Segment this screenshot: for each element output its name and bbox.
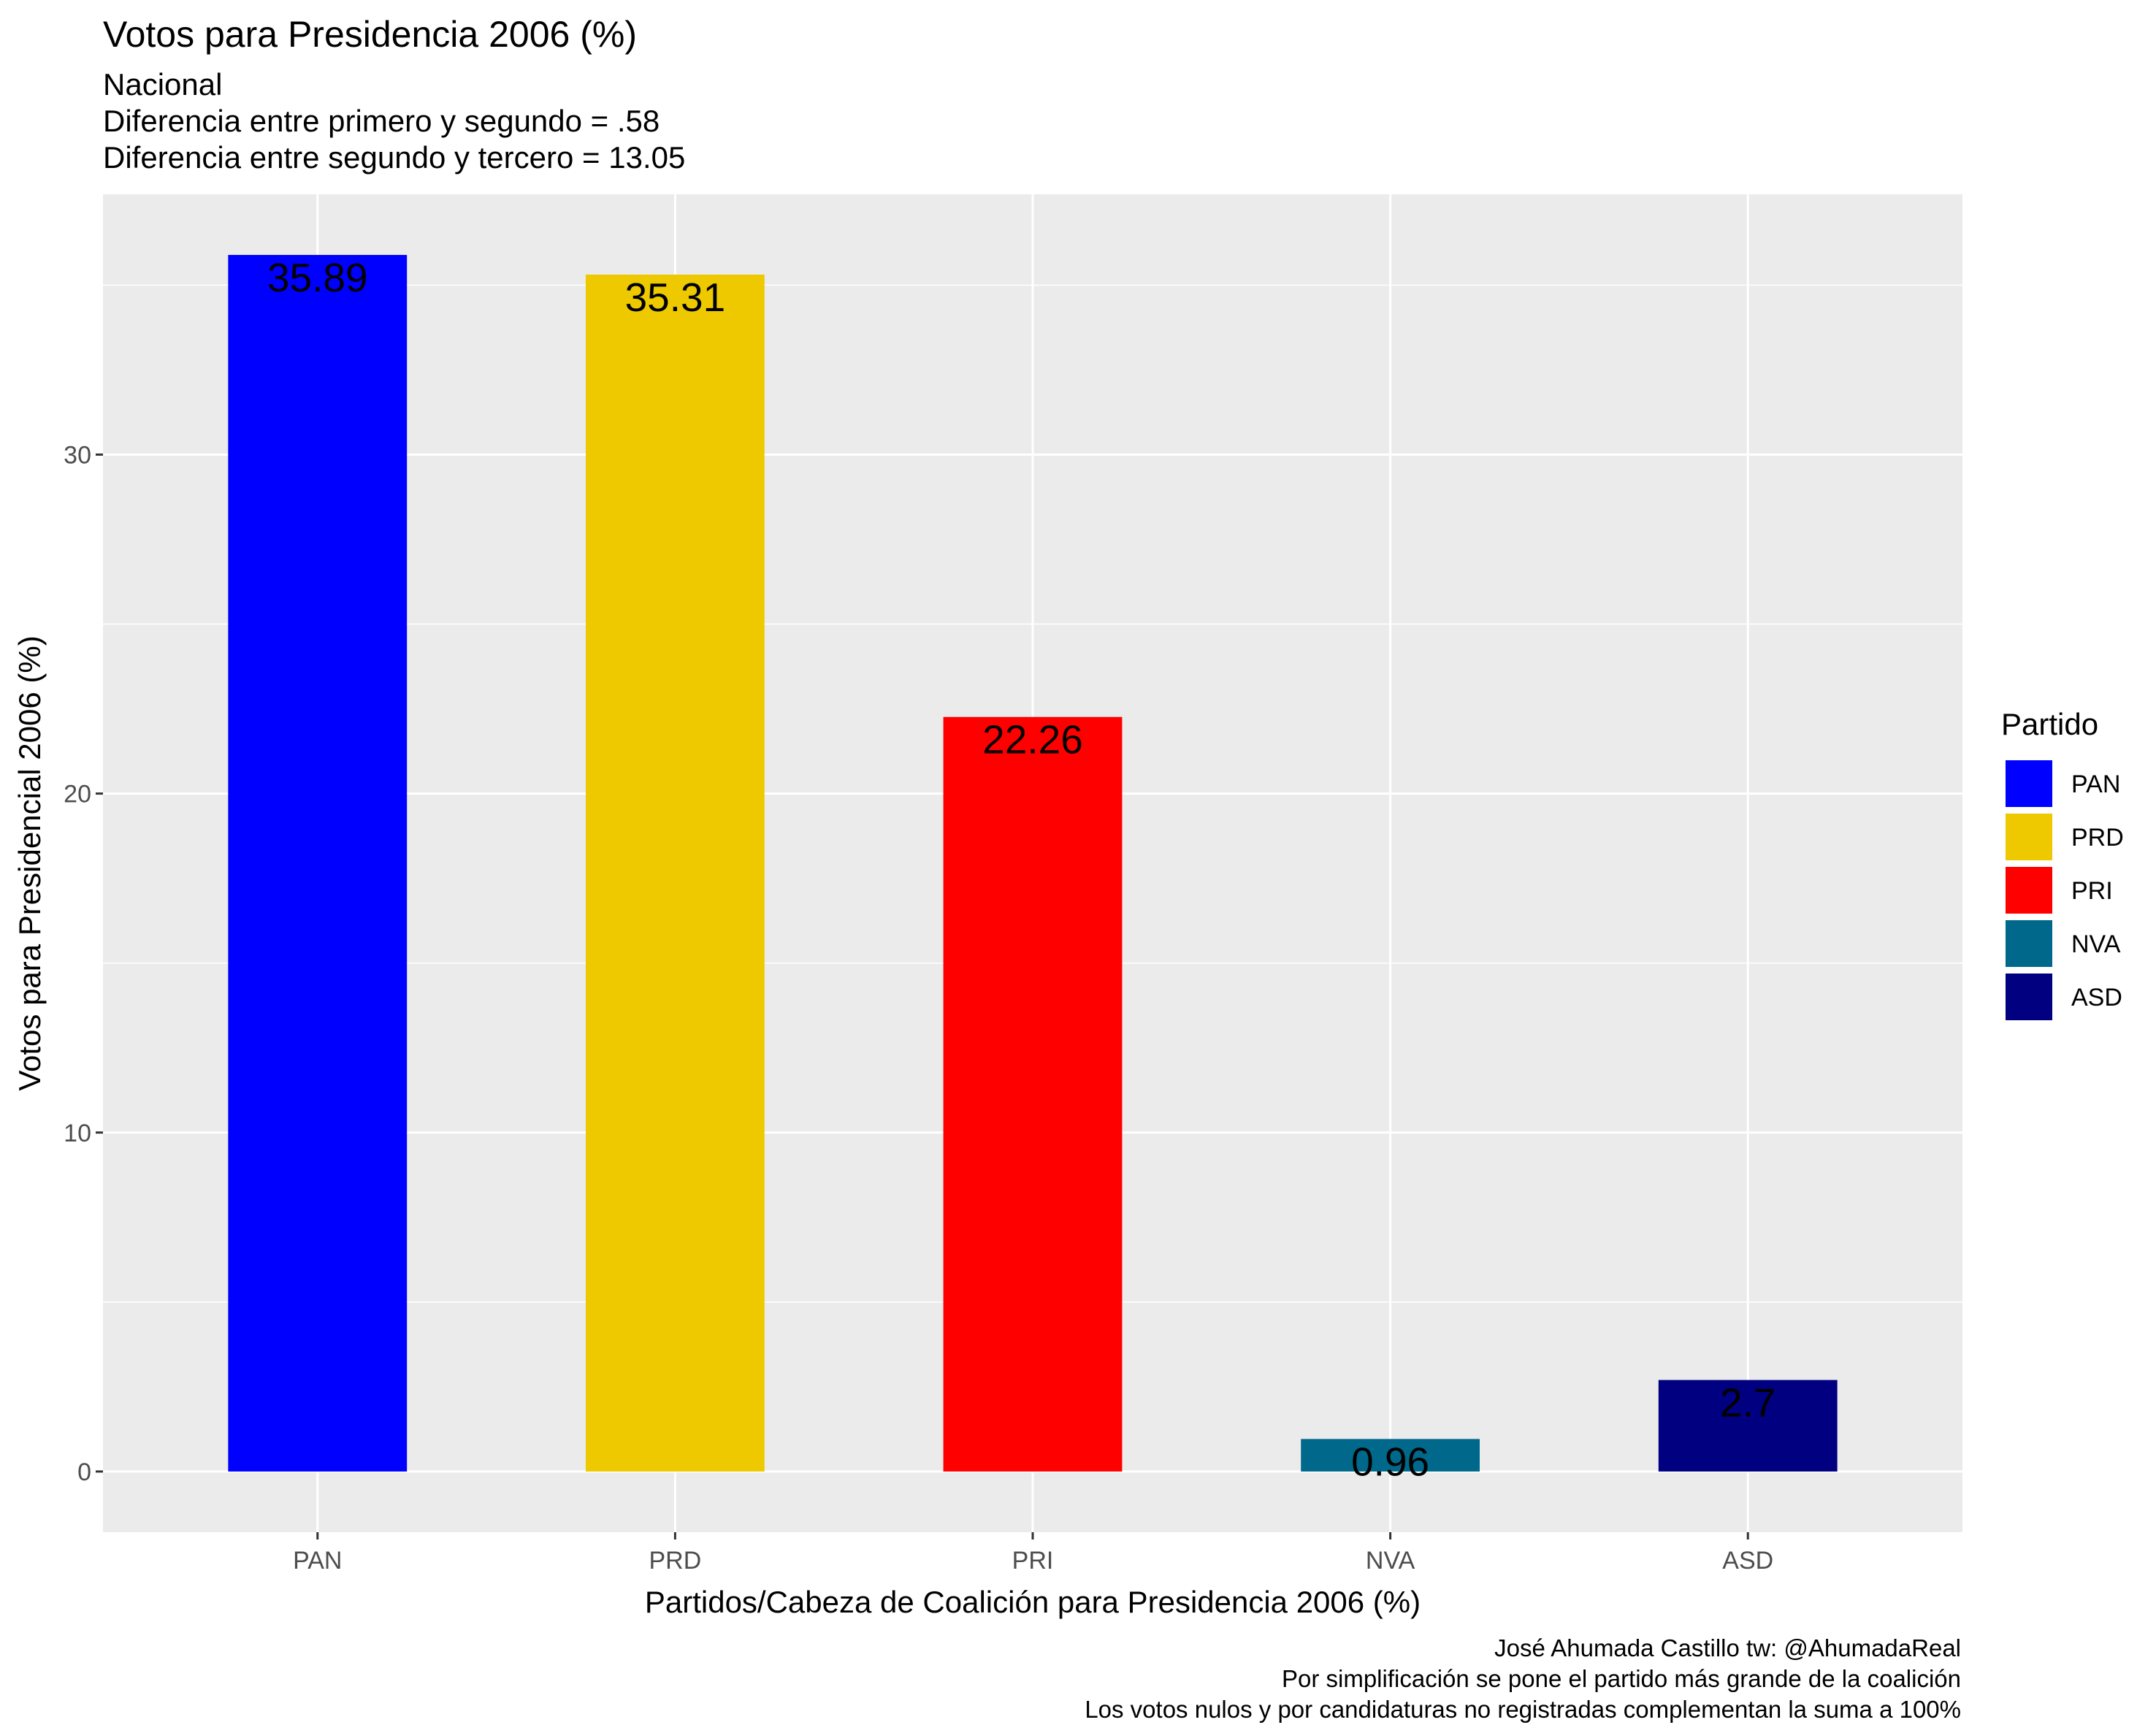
x-tick-label-PAN: PAN	[293, 1547, 342, 1575]
y-tick-label-30: 30	[64, 441, 91, 469]
x-tick-label-PRD: PRD	[649, 1547, 701, 1575]
data-label-NVA: 0.96	[1351, 1439, 1429, 1484]
chart-subtitle-line-1: Nacional	[103, 67, 222, 102]
bar-PRD	[585, 275, 765, 1472]
x-tick-label-ASD: ASD	[1722, 1547, 1773, 1575]
chart-subtitle-line-2: Diferencia entre primero y segundo = .58	[103, 104, 660, 138]
y-tick-label-10: 10	[64, 1120, 91, 1147]
data-label-ASD: 2.7	[1720, 1380, 1775, 1426]
caption-line-1: José Ahumada Castillo tw: @AhumadaReal	[1494, 1634, 1961, 1661]
legend-swatch-ASD	[2004, 972, 2054, 1022]
legend-label-PRD: PRD	[2071, 824, 2124, 852]
x-tick-label-NVA: NVA	[1366, 1547, 1415, 1575]
chart-subtitle-line-3: Diferencia entre segundo y tercero = 13.…	[103, 140, 685, 175]
legend-swatch-PRD	[2004, 812, 2054, 862]
legend: PAN PRD PRI NVA ASD	[2004, 759, 2124, 1022]
data-labels: 35.89 35.31 22.26 0.96 2.7	[267, 255, 1776, 1484]
y-tick-label-20: 20	[64, 781, 91, 808]
data-label-PAN: 35.89	[267, 255, 368, 300]
data-label-PRI: 22.26	[982, 717, 1083, 762]
bar-NVA	[1301, 1439, 1480, 1472]
legend-swatch-NVA	[2004, 919, 2054, 968]
chart-title: Votos para Presidencia 2006 (%)	[103, 14, 637, 55]
legend-label-PRI: PRI	[2071, 877, 2113, 905]
legend-swatch-PRI	[2004, 865, 2054, 915]
x-axis-ticks: PAN PRD PRI NVA ASD	[293, 1532, 1773, 1575]
legend-title: Partido	[2001, 707, 2098, 741]
legend-label-PAN: PAN	[2071, 770, 2120, 798]
caption-line-2: Por simplificación se pone el partido má…	[1282, 1665, 1961, 1692]
caption-line-3: Los votos nulos y por candidaturas no re…	[1085, 1696, 1961, 1723]
legend-swatch-PAN	[2004, 759, 2054, 808]
x-axis-title: Partidos/Cabeza de Coalición para Presid…	[645, 1585, 1421, 1619]
y-tick-label-0: 0	[77, 1458, 91, 1486]
legend-label-ASD: ASD	[2071, 984, 2122, 1011]
legend-label-NVA: NVA	[2071, 930, 2121, 958]
y-axis-title: Votos para Presidencial 2006 (%)	[12, 635, 47, 1090]
y-axis-ticks: 0 10 20 30	[64, 441, 103, 1486]
bar-PRI	[943, 716, 1123, 1472]
data-label-PRD: 35.31	[625, 275, 726, 320]
bar-ASD	[1658, 1380, 1838, 1472]
x-tick-label-PRI: PRI	[1012, 1547, 1054, 1575]
bars	[228, 255, 1838, 1472]
bar-PAN	[228, 255, 408, 1472]
